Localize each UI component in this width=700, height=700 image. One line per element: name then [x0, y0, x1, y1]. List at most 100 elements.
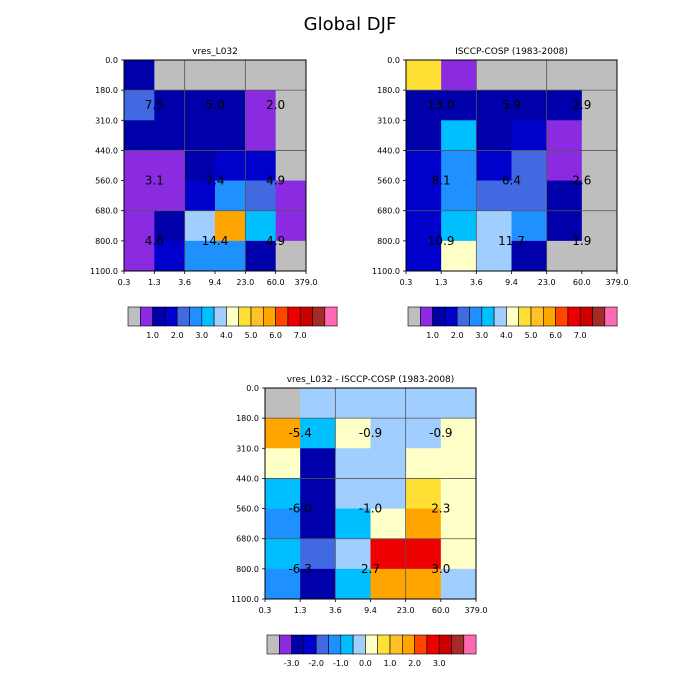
- heatmap-cell: [511, 60, 548, 91]
- heatmap-cell: [275, 210, 307, 242]
- cell-value-label: 2.0: [266, 98, 285, 112]
- heatmap-cell: [300, 538, 336, 570]
- heatmap-cell: [300, 568, 336, 600]
- cell-value-label: -0.9: [429, 426, 452, 440]
- y-tick-label: 310.0: [377, 116, 400, 125]
- colorbar-swatch: [414, 634, 428, 655]
- x-tick-label: 9.4: [209, 278, 222, 287]
- heatmap-cell: [184, 60, 216, 91]
- x-tick-label: 23.0: [397, 606, 415, 615]
- colorbar: -3.0 -2.0 -1.0 0.0 1.0 2.0 3.0: [266, 634, 477, 668]
- heatmap-cell: [476, 90, 512, 121]
- heatmap-cell: [154, 120, 186, 151]
- y-tick-label: 680.0: [236, 535, 259, 544]
- colorbar-label: 3.0: [433, 659, 446, 668]
- heatmap-cell: [184, 120, 216, 151]
- x-tick-label: 23.0: [538, 278, 556, 287]
- colorbar-label: 0.0: [359, 659, 372, 668]
- heatmap-cell: [405, 448, 442, 479]
- x-tick-label: 1.3: [148, 278, 161, 287]
- colorbar: 1.0 2.0 3.0 4.0 5.0 6.0 7.0: [407, 306, 618, 340]
- heatmap-cell: [405, 478, 442, 509]
- colorbar-swatch: [299, 306, 313, 327]
- cell-value-label: 4.9: [266, 234, 285, 248]
- colorbar-label: 7.0: [574, 331, 587, 340]
- heatmap-cell: [245, 120, 277, 151]
- y-tick-label: 440.0: [95, 146, 118, 155]
- y-tick-label: 680.0: [95, 207, 118, 216]
- heatmap-cell: [124, 120, 155, 151]
- colorbar-swatch: [389, 634, 403, 655]
- heatmap-cell: [440, 478, 477, 509]
- heatmap-cell: [335, 448, 371, 479]
- colorbar-swatch: [315, 634, 329, 655]
- heatmap-cell: [275, 180, 307, 212]
- colorbar-swatch: [365, 634, 378, 655]
- heatmap-cell: [184, 150, 216, 181]
- colorbar-swatch: [604, 306, 618, 327]
- colorbar-label: 5.0: [525, 331, 538, 340]
- heatmap-cell: [124, 180, 155, 212]
- heatmap-cell: [370, 478, 407, 509]
- y-tick-label: 560.0: [377, 177, 400, 186]
- colorbar-swatch: [303, 634, 317, 655]
- heatmap-cell: [265, 478, 301, 509]
- heatmap-cell: [546, 180, 583, 212]
- colorbar-swatch: [530, 306, 544, 327]
- heatmap-cell: [476, 210, 512, 242]
- heatmap-cell: [546, 210, 583, 242]
- colorbar-swatch: [287, 306, 301, 327]
- heatmap-cell: [184, 240, 216, 272]
- heatmap-cell: [265, 448, 301, 479]
- heatmap-cell: [370, 568, 407, 600]
- colorbar-swatch: [262, 306, 276, 327]
- colorbar-swatch: [426, 634, 440, 655]
- heatmap-cell: [245, 180, 277, 212]
- colorbar-swatch: [312, 306, 326, 327]
- heatmap-cell: [476, 180, 512, 212]
- y-tick-label: 560.0: [236, 505, 259, 514]
- colorbar-swatch: [152, 306, 166, 327]
- cell-value-label: 4.6: [145, 234, 164, 248]
- heatmap-cell: [581, 90, 618, 121]
- colorbar-swatch: [189, 306, 203, 327]
- x-tick-label: 0.3: [259, 606, 272, 615]
- heatmap-cell: [124, 240, 155, 272]
- y-tick-label: 680.0: [377, 207, 400, 216]
- heatmap-cell: [370, 538, 407, 570]
- y-tick-label: 0.0: [387, 56, 400, 65]
- heatmap-cell: [441, 180, 477, 212]
- cell-value-label: 1.9: [572, 234, 591, 248]
- colorbar-label: -1.0: [333, 659, 349, 668]
- x-tick-label: 9.4: [505, 278, 518, 287]
- panel-title: vres_L032: [192, 47, 238, 57]
- heatmap-cell: [581, 210, 618, 242]
- y-tick-label: 0.0: [105, 56, 118, 65]
- heatmap-cell: [184, 180, 216, 212]
- heatmap-cell: [300, 448, 336, 479]
- heatmap-cell: [275, 150, 307, 181]
- heatmap-cell: [265, 568, 301, 600]
- x-tick-label: 60.0: [267, 278, 285, 287]
- colorbar-swatch: [451, 634, 465, 655]
- heatmap-cell: [154, 240, 186, 272]
- heatmap-cell: [440, 388, 477, 419]
- cell-value-label: 3.1: [145, 174, 164, 188]
- colorbar-swatch: [506, 306, 519, 327]
- cell-value-label: -5.4: [288, 426, 311, 440]
- colorbar-swatch: [266, 634, 280, 655]
- colorbar-swatch: [213, 306, 227, 327]
- colorbar-label: 1.0: [384, 659, 397, 668]
- heatmap-cell: [215, 120, 246, 151]
- colorbar-swatch: [463, 634, 477, 655]
- heatmap-cell: [215, 210, 246, 242]
- heatmap-cell: [405, 538, 442, 570]
- heatmap-cell: [440, 418, 477, 449]
- heatmap-cell: [154, 90, 186, 121]
- y-tick-label: 310.0: [95, 116, 118, 125]
- heatmap-cell: [215, 90, 246, 121]
- heatmap-cell: [581, 60, 618, 91]
- cell-value-label: 2.6: [572, 174, 591, 188]
- cell-value-label: 13.0: [428, 98, 455, 112]
